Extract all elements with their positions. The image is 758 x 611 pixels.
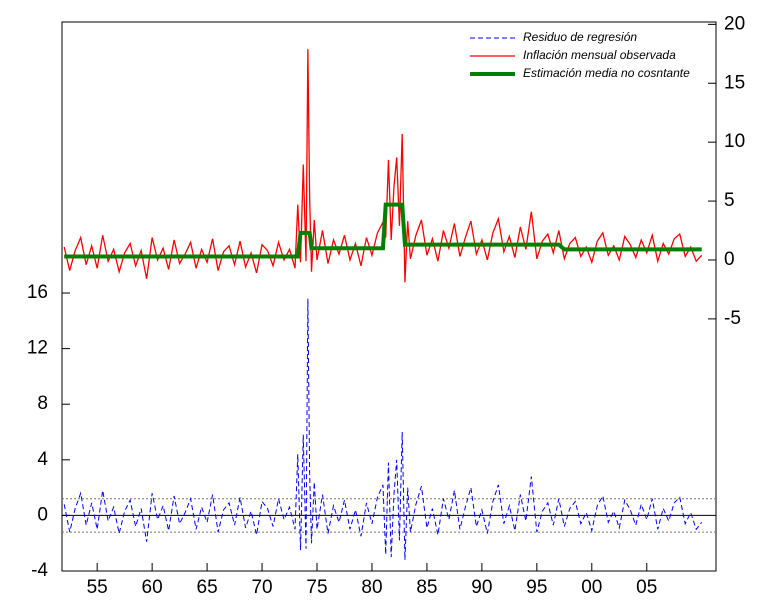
y-tick-label: 8 [37, 393, 48, 414]
x-tick-label: 75 [306, 577, 327, 598]
y2-tick-label: 5 [724, 190, 735, 211]
y2-tick-label: 10 [724, 131, 745, 152]
series-line [63, 298, 703, 560]
legend-label: Inflación mensual observada [523, 48, 676, 62]
y-tick-label: 12 [27, 338, 48, 359]
plot-frame [61, 21, 717, 572]
series-line [64, 202, 702, 259]
y-tick-label: 0 [37, 504, 48, 525]
x-tick-label: 70 [251, 577, 272, 598]
y-tick-label: 16 [27, 282, 48, 303]
x-tick-label: 55 [87, 577, 108, 598]
x-tick-label: 85 [416, 577, 437, 598]
x-tick-label: 80 [361, 577, 382, 598]
legend-label: Residuo de regresión [523, 30, 637, 44]
y-tick-label: -4 [31, 560, 48, 581]
x-tick-label: 65 [197, 577, 218, 598]
y2-tick-label: 15 [724, 72, 745, 93]
x-tick-label: 60 [142, 577, 163, 598]
x-tick-label: 05 [636, 577, 657, 598]
legend-label: Estimación media no cosntante [523, 66, 690, 80]
x-tick-label: 95 [526, 577, 547, 598]
y2-tick-label: 0 [724, 249, 735, 270]
y-tick-label: 4 [37, 449, 48, 470]
x-tick-label: 90 [471, 577, 492, 598]
x-tick-label: 00 [581, 577, 602, 598]
y2-tick-label: 20 [724, 13, 745, 34]
y2-tick-label: -5 [724, 308, 741, 329]
